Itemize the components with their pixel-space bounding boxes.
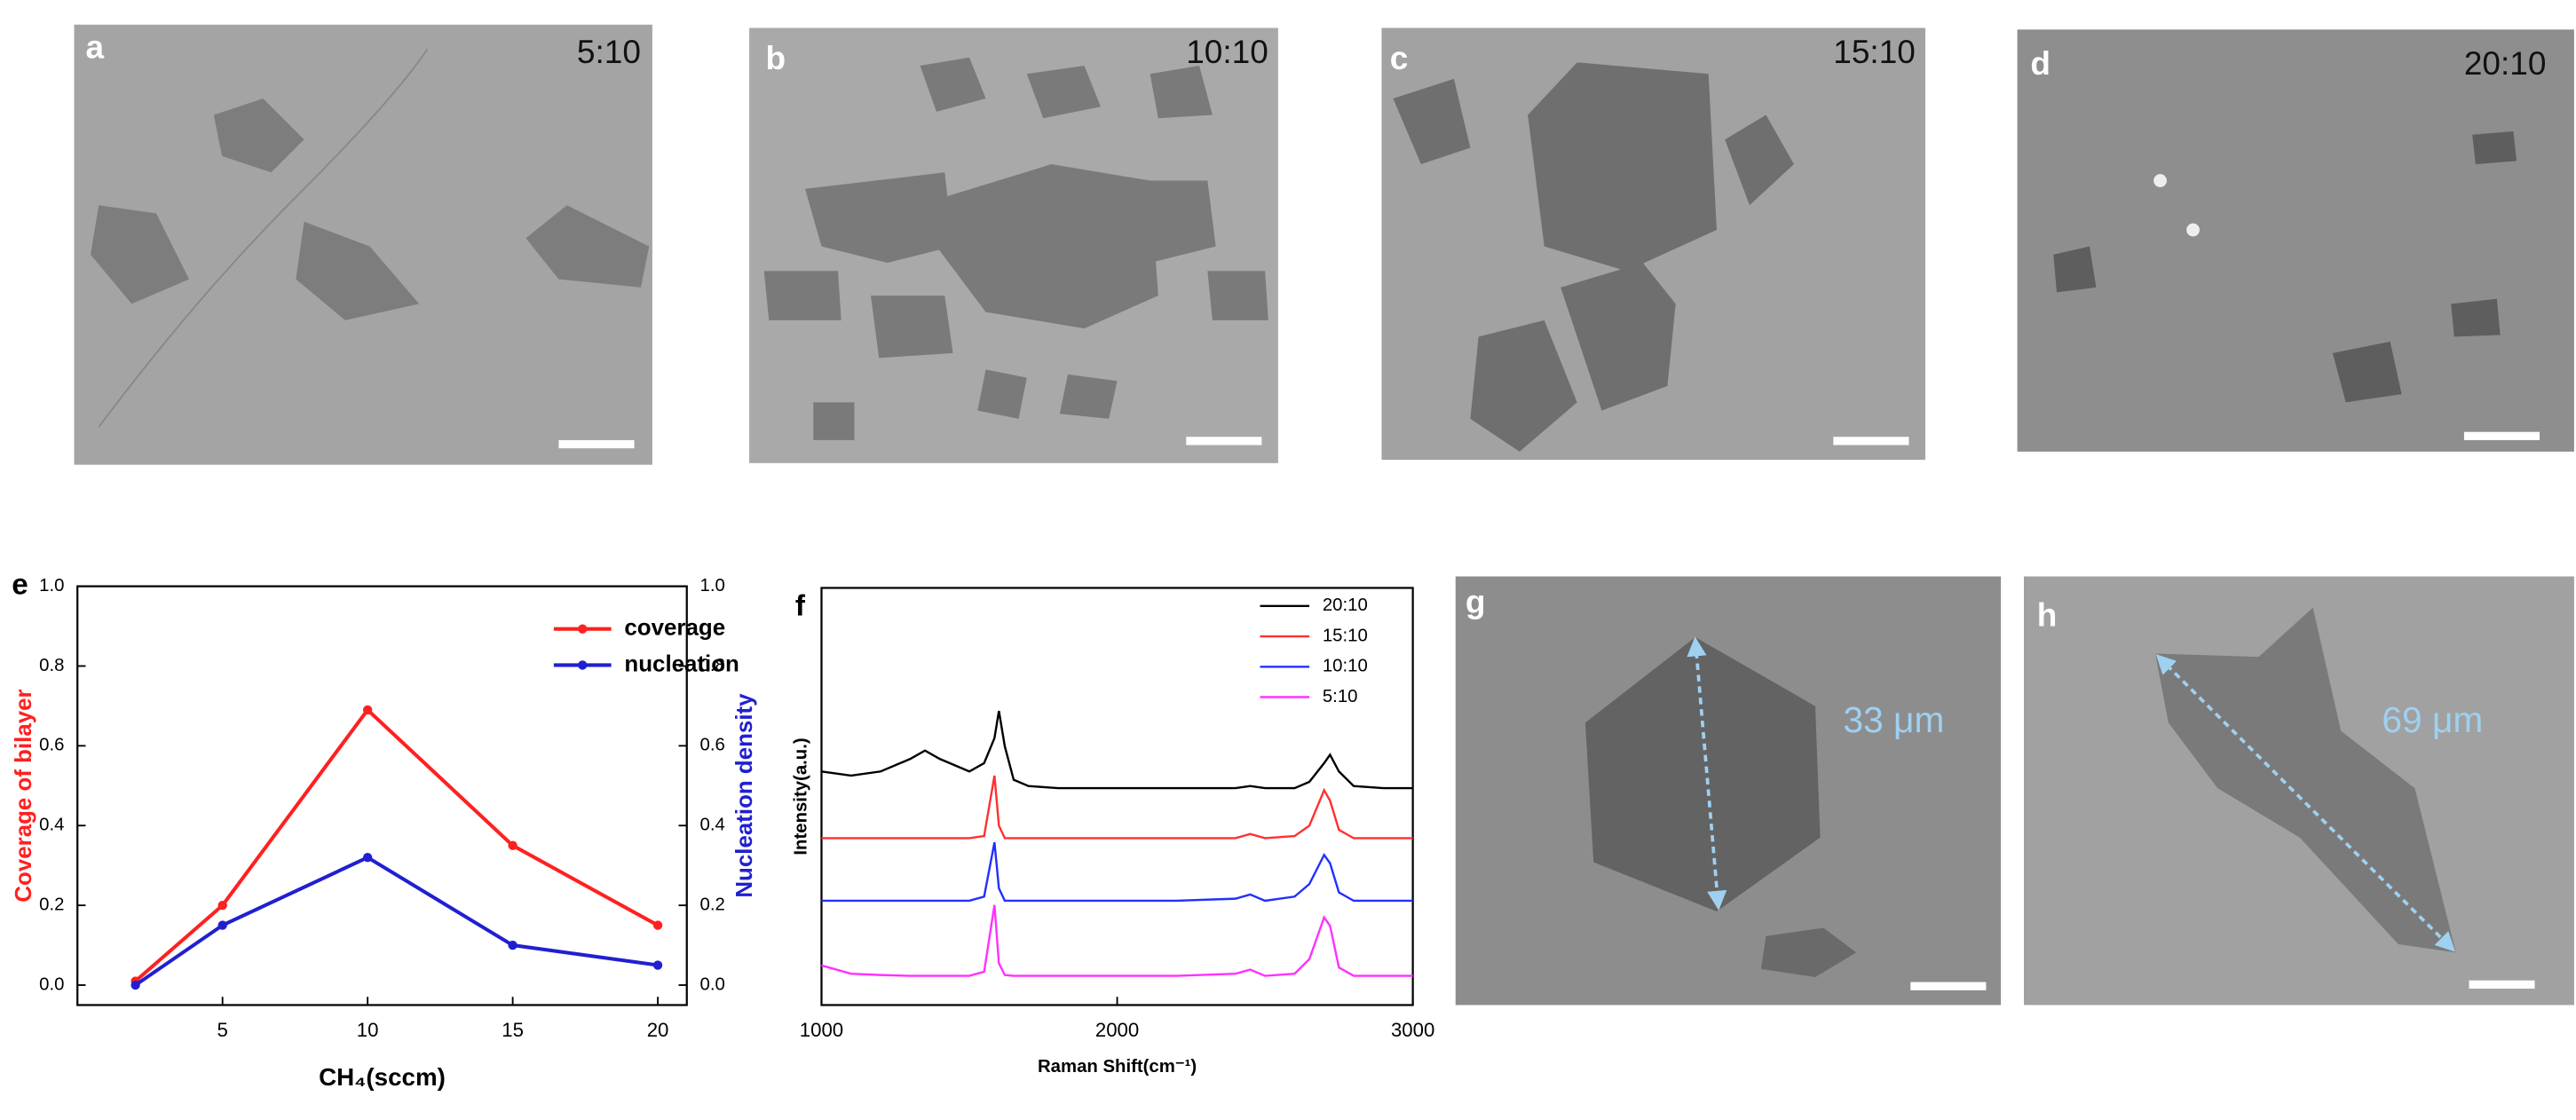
series-line bbox=[134, 706, 660, 983]
panel-label: h bbox=[2037, 597, 2058, 634]
data-point bbox=[217, 900, 227, 911]
y-axis-label: Intensity(a.u.) bbox=[792, 737, 811, 855]
measurement: 33 μm bbox=[1843, 699, 1944, 740]
y-tick-label: 0.6 bbox=[39, 736, 64, 755]
legend-marker bbox=[578, 660, 588, 670]
x-tick-label: 15 bbox=[502, 1019, 524, 1041]
x-tick-label: 3000 bbox=[1391, 1019, 1434, 1041]
y2-tick-label: 1.0 bbox=[700, 576, 725, 595]
legend-label: 15:10 bbox=[1323, 626, 1368, 645]
y-tick-label: 1.0 bbox=[39, 576, 64, 595]
panel-label: c bbox=[1390, 40, 1409, 76]
y-tick-label: 0.0 bbox=[39, 974, 64, 994]
series-line bbox=[821, 710, 1413, 790]
data-point bbox=[508, 840, 518, 850]
micrograph-a: a 5:10 bbox=[74, 24, 652, 465]
x-axis-label: CH₄(sccm) bbox=[319, 1063, 446, 1091]
x-tick-label: 5 bbox=[217, 1019, 228, 1041]
series-line bbox=[134, 855, 659, 987]
y-tick-label: 0.8 bbox=[39, 656, 64, 675]
x-tick-label: 1000 bbox=[800, 1019, 843, 1041]
y2-tick-label: 0.6 bbox=[700, 736, 725, 755]
x-tick-label: 10 bbox=[357, 1019, 379, 1041]
series-line bbox=[821, 841, 1413, 903]
y-tick-label: 0.4 bbox=[39, 816, 64, 835]
y-axis-label: Coverage of bilayer bbox=[12, 689, 36, 902]
measurement: 69 μm bbox=[2382, 699, 2483, 740]
series-line bbox=[821, 775, 1413, 840]
panel-label: b bbox=[766, 40, 786, 76]
micrograph-g: g 33 μm bbox=[1455, 576, 2002, 1006]
y2-tick-label: 0.2 bbox=[700, 895, 725, 914]
y-tick-label: 0.2 bbox=[39, 895, 64, 914]
plot-frame bbox=[820, 587, 1414, 1006]
data-point bbox=[652, 920, 663, 930]
chart: 5 10 15 20 0.0 0.2 0.4 0.6 0.8 1.0 0.0 0.2 0.4 0.6 0.8… bbox=[12, 568, 757, 1091]
micrograph-h: h 69 μm bbox=[2023, 576, 2574, 1006]
legend-label: coverage bbox=[624, 616, 725, 641]
y2-axis-label: Nucleation density bbox=[732, 693, 757, 898]
x-axis-label: Raman Shift(cm⁻¹) bbox=[1038, 1057, 1197, 1077]
x-tick-label: 20 bbox=[647, 1019, 669, 1041]
x-tick-label: 2000 bbox=[1095, 1019, 1139, 1041]
data-point bbox=[362, 853, 373, 863]
series-line bbox=[821, 904, 1413, 977]
data-point bbox=[508, 940, 518, 950]
data-point bbox=[362, 705, 373, 715]
chart: 1000 2000 3000 Raman Shift(cm⁻¹) Intensity(a… bbox=[792, 587, 1434, 1077]
panel-condition: 10:10 bbox=[1186, 34, 1268, 70]
data-point bbox=[217, 920, 227, 930]
micrograph-b: b 10:10 bbox=[749, 28, 1278, 463]
data-point bbox=[652, 960, 663, 970]
legend-label: 5:10 bbox=[1323, 687, 1358, 706]
plot-frame bbox=[76, 585, 688, 1006]
micrograph-d: d 20:10 bbox=[2017, 29, 2574, 452]
legend-label: 10:10 bbox=[1323, 657, 1368, 676]
panel-label: d bbox=[2030, 45, 2051, 82]
panel-condition: 20:10 bbox=[2464, 45, 2547, 82]
panel-label: a bbox=[85, 28, 104, 65]
legend-marker bbox=[578, 624, 588, 634]
y2-tick-label: 0.4 bbox=[700, 816, 725, 835]
legend-label: nucleation bbox=[624, 651, 739, 676]
y2-tick-label: 0.8 bbox=[700, 656, 725, 675]
panel-label: e bbox=[12, 568, 28, 601]
micrograph-c: c 15:10 bbox=[1381, 28, 1925, 461]
panel-condition: 5:10 bbox=[577, 34, 641, 70]
legend-label: 20:10 bbox=[1323, 595, 1368, 615]
panel-label: g bbox=[1466, 584, 1486, 620]
y2-tick-label: 0.0 bbox=[700, 974, 725, 994]
panel-label: f bbox=[795, 589, 806, 622]
panel-condition: 15:10 bbox=[1833, 34, 1916, 70]
data-point bbox=[130, 980, 140, 990]
